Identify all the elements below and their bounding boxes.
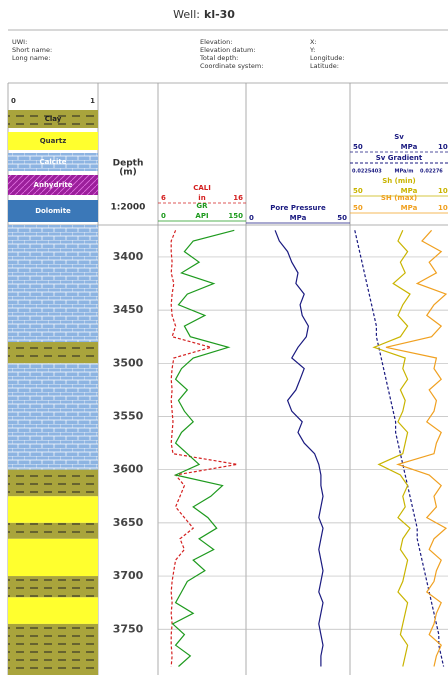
- depth-tick-label: 3600: [113, 463, 144, 476]
- litho-legend-pattern: [8, 110, 98, 128]
- header-field: X:: [310, 38, 317, 46]
- depth-label-unit: (m): [119, 168, 137, 178]
- lithology-pattern: [8, 623, 98, 675]
- curve-name: Sv: [394, 133, 404, 141]
- curve-unit: MPa: [401, 204, 418, 212]
- curve-unit: MPa: [290, 214, 307, 222]
- header-field: Elevation datum:: [200, 46, 256, 54]
- sv-gradient-min: 0.0225403: [352, 169, 382, 175]
- curve-min: 0: [249, 214, 254, 222]
- depth-tick-label: 3750: [113, 622, 144, 635]
- curve-min: 50: [353, 204, 363, 212]
- header-field: Y:: [309, 46, 315, 54]
- curve: [354, 230, 445, 667]
- litho-legend-label: Clay: [45, 115, 62, 123]
- curve-max: 100: [438, 204, 448, 212]
- curve-min: 6: [161, 194, 166, 202]
- curve: [274, 230, 324, 667]
- curve-name: SH (max): [381, 194, 417, 202]
- litho-legend-pattern: [8, 175, 98, 195]
- well-name: kl-30: [204, 8, 235, 21]
- depth-tick-label: 3650: [113, 516, 144, 529]
- data-area: 3400 3450 3500 3550 3600 3650 3700 3750: [8, 225, 448, 675]
- curve-name: CALI: [193, 184, 211, 192]
- header-field: Latitude:: [310, 62, 339, 70]
- lithology-pattern: [8, 576, 98, 598]
- header-field: Coordinate system:: [200, 62, 263, 70]
- curve-unit: MPa: [401, 187, 418, 195]
- curve: [171, 229, 235, 667]
- sv-gradient-unit: MPa/m: [395, 169, 414, 175]
- header-field: Longitude:: [310, 54, 345, 62]
- curve-min: 0: [161, 212, 166, 220]
- curve: [170, 230, 238, 667]
- header-field: Total depth:: [199, 54, 238, 62]
- sv-gradient-max: 0.02276: [420, 169, 443, 175]
- lithology-pattern: [8, 342, 98, 364]
- litho-legend-swatch: [8, 200, 98, 222]
- litho-scale-max: 1: [90, 97, 95, 105]
- depth-tick-label: 3400: [113, 250, 144, 263]
- litho-legend-label: Anhydrite: [34, 181, 73, 189]
- depth-tick-label: 3700: [113, 569, 144, 582]
- litho-legend-label: Calcite: [40, 158, 67, 166]
- curve-name: Pore Pressure: [270, 204, 326, 212]
- depth-label: Depth: [113, 159, 144, 169]
- sv-gradient-name: Sv Gradient: [376, 154, 423, 162]
- depth-scale: 1:2000: [111, 203, 146, 213]
- depth-tick-label: 3450: [113, 303, 144, 316]
- depth-tick-label: 3550: [113, 409, 144, 422]
- litho-legend-label: Quartz: [40, 137, 67, 145]
- header-field: Short name:: [12, 46, 52, 54]
- depth-tick-label: 3500: [113, 356, 144, 369]
- header-field: Elevation:: [200, 38, 232, 46]
- curve-max: 100: [438, 143, 448, 151]
- curve-max: 150: [228, 212, 243, 220]
- curve-unit: in: [198, 194, 205, 202]
- lithology-interval: [8, 496, 98, 523]
- header-field: UWI:: [12, 38, 27, 46]
- curve-max: 100: [438, 187, 448, 195]
- curve-max: 50: [337, 214, 347, 222]
- litho-scale-min: 0: [11, 97, 16, 105]
- lithology-pattern: [8, 522, 98, 539]
- curve: [385, 229, 448, 667]
- litho-legend-swatch: [8, 132, 98, 150]
- curve-unit: API: [195, 212, 208, 220]
- curve: [372, 230, 411, 667]
- curve-min: 50: [353, 187, 363, 195]
- litho-legend-pattern: [8, 153, 98, 171]
- curve-max: 16: [233, 194, 243, 202]
- lithology-pattern: [8, 363, 98, 470]
- curve-name: GR: [196, 202, 208, 210]
- lithology-interval: [8, 538, 98, 577]
- lithology-pattern: [8, 469, 98, 497]
- title: Well:: [173, 8, 200, 21]
- header-field: Long name:: [12, 54, 50, 62]
- lithology-interval: [8, 597, 98, 624]
- curve-unit: MPa: [401, 143, 418, 151]
- curve-min: 50: [353, 143, 363, 151]
- lithology-pattern: [8, 225, 98, 343]
- litho-legend-label: Dolomite: [35, 207, 71, 215]
- curve-name: Sh (min): [382, 177, 416, 185]
